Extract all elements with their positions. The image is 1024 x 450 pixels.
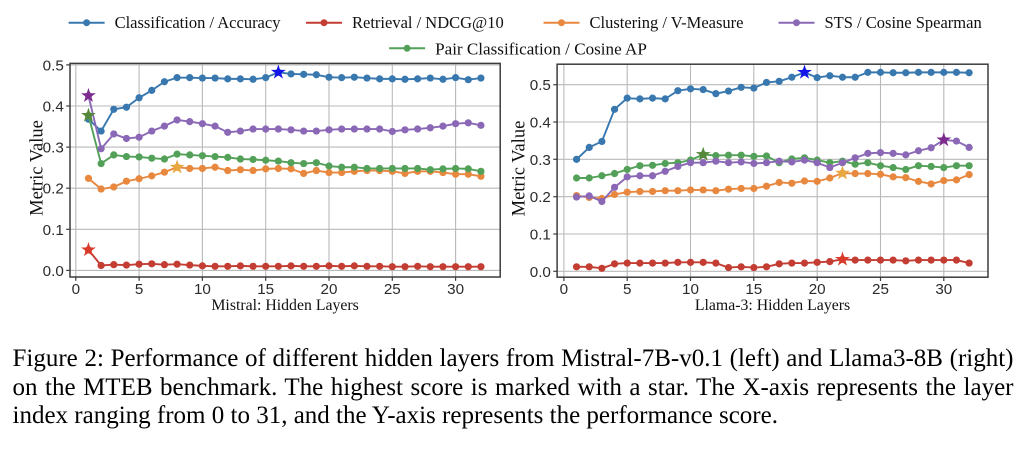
svg-text:0.3: 0.3 [43,140,64,157]
svg-text:30: 30 [935,281,952,298]
svg-text:0.4: 0.4 [43,99,64,116]
svg-text:0.2: 0.2 [43,181,64,198]
svg-text:0.5: 0.5 [530,77,551,94]
svg-text:10: 10 [194,281,211,298]
svg-text:STS / Cosine Spearman: STS / Cosine Spearman [825,13,982,32]
svg-text:0.3: 0.3 [530,152,551,169]
svg-text:30: 30 [447,281,464,298]
svg-text:0: 0 [72,281,80,298]
svg-text:20: 20 [321,281,338,298]
svg-text:0.0: 0.0 [43,263,64,280]
svg-text:Clustering / V-Measure: Clustering / V-Measure [590,13,744,32]
svg-text:Metric Value: Metric Value [510,121,530,217]
svg-text:Classification / Accuracy: Classification / Accuracy [115,13,282,32]
svg-text:Pair Classification / Cosine A: Pair Classification / Cosine AP [435,39,647,58]
svg-text:Metric Value: Metric Value [28,120,48,216]
svg-text:0.0: 0.0 [530,264,551,281]
svg-text:20: 20 [809,281,826,298]
svg-text:0.2: 0.2 [530,189,551,206]
svg-text:Retrieval / NDCG@10: Retrieval / NDCG@10 [352,13,504,32]
svg-text:0: 0 [560,281,568,298]
svg-text:15: 15 [257,281,274,298]
svg-text:25: 25 [872,281,889,298]
svg-text:5: 5 [623,281,631,298]
svg-text:Mistral: Hidden Layers: Mistral: Hidden Layers [211,297,358,314]
svg-text:0.5: 0.5 [43,57,64,74]
svg-text:Llama-3: Hidden Layers: Llama-3: Hidden Layers [695,297,850,314]
svg-text:0.1: 0.1 [43,222,64,239]
svg-text:0.1: 0.1 [530,227,551,244]
svg-text:0.4: 0.4 [530,115,551,132]
svg-text:10: 10 [682,281,699,298]
svg-text:25: 25 [384,281,401,298]
svg-text:15: 15 [745,281,762,298]
svg-text:5: 5 [135,281,143,298]
